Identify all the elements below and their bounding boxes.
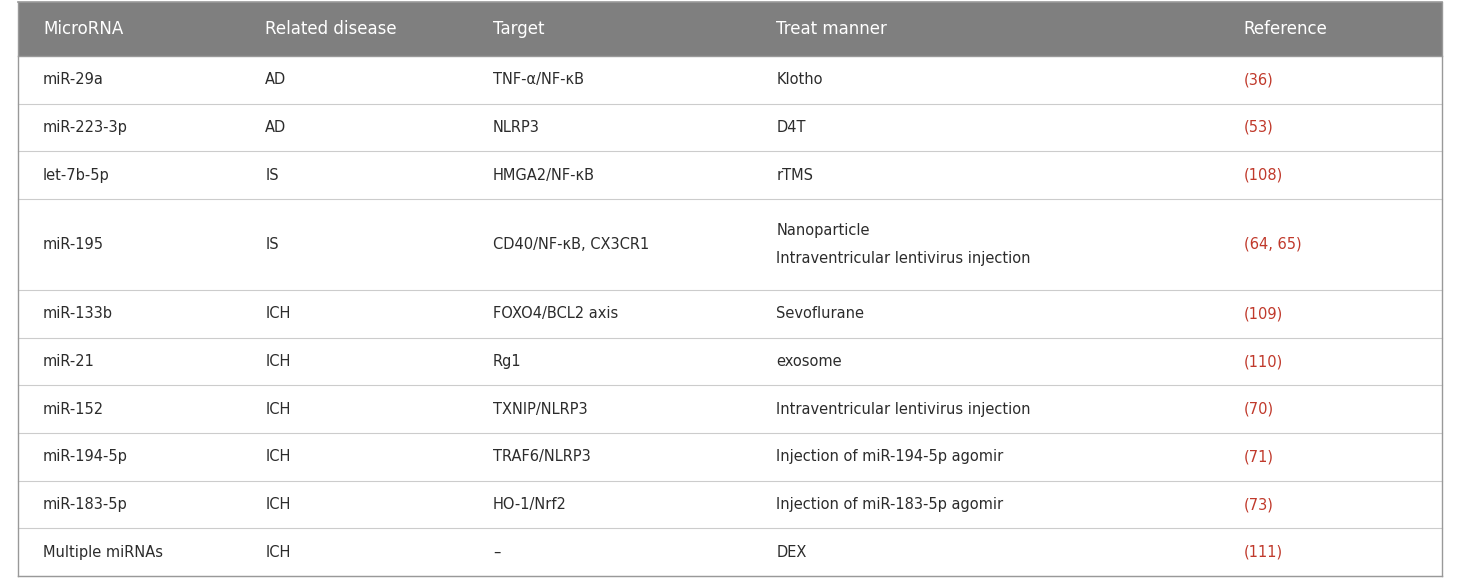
Text: –: – bbox=[493, 544, 501, 560]
Text: exosome: exosome bbox=[777, 354, 842, 369]
Bar bbox=[18, 386, 1442, 433]
Text: miR-29a: miR-29a bbox=[44, 72, 104, 87]
Text: DEX: DEX bbox=[777, 544, 807, 560]
Text: Injection of miR-194-5p agomir: Injection of miR-194-5p agomir bbox=[777, 449, 1003, 464]
Text: ICH: ICH bbox=[266, 306, 291, 321]
Text: Klotho: Klotho bbox=[777, 72, 823, 87]
Text: NLRP3: NLRP3 bbox=[493, 120, 540, 135]
Text: AD: AD bbox=[266, 120, 286, 135]
Text: FOXO4/BCL2 axis: FOXO4/BCL2 axis bbox=[493, 306, 619, 321]
Text: let-7b-5p: let-7b-5p bbox=[44, 168, 110, 183]
Text: ICH: ICH bbox=[266, 544, 291, 560]
Text: ICH: ICH bbox=[266, 497, 291, 512]
Text: TRAF6/NLRP3: TRAF6/NLRP3 bbox=[493, 449, 591, 464]
Text: (71): (71) bbox=[1244, 449, 1273, 464]
Text: (110): (110) bbox=[1244, 354, 1283, 369]
Text: (111): (111) bbox=[1244, 544, 1283, 560]
Text: (70): (70) bbox=[1244, 402, 1273, 417]
Text: Treat manner: Treat manner bbox=[777, 20, 888, 38]
Text: (108): (108) bbox=[1244, 168, 1283, 183]
Text: miR-195: miR-195 bbox=[44, 237, 104, 252]
Bar bbox=[18, 481, 1442, 528]
Text: TXNIP/NLRP3: TXNIP/NLRP3 bbox=[493, 402, 588, 417]
Text: AD: AD bbox=[266, 72, 286, 87]
Text: rTMS: rTMS bbox=[777, 168, 813, 183]
Text: TNF-α/NF-κB: TNF-α/NF-κB bbox=[493, 72, 584, 87]
Text: D4T: D4T bbox=[777, 120, 806, 135]
Text: HO-1/Nrf2: HO-1/Nrf2 bbox=[493, 497, 566, 512]
Bar bbox=[18, 56, 1442, 103]
Text: (109): (109) bbox=[1244, 306, 1283, 321]
Text: Nanoparticle: Nanoparticle bbox=[777, 223, 870, 238]
Text: miR-223-3p: miR-223-3p bbox=[44, 120, 128, 135]
Text: Rg1: Rg1 bbox=[493, 354, 521, 369]
Bar bbox=[18, 433, 1442, 481]
Text: miR-194-5p: miR-194-5p bbox=[44, 449, 128, 464]
Text: CD40/NF-κB, CX3CR1: CD40/NF-κB, CX3CR1 bbox=[493, 237, 650, 252]
Text: (73): (73) bbox=[1244, 497, 1273, 512]
Text: IS: IS bbox=[266, 237, 279, 252]
Text: Reference: Reference bbox=[1244, 20, 1327, 38]
Text: Related disease: Related disease bbox=[266, 20, 397, 38]
Text: miR-21: miR-21 bbox=[44, 354, 95, 369]
Bar bbox=[18, 338, 1442, 386]
Text: ICH: ICH bbox=[266, 354, 291, 369]
Text: Intraventricular lentivirus injection: Intraventricular lentivirus injection bbox=[777, 251, 1031, 266]
Text: miR-183-5p: miR-183-5p bbox=[44, 497, 128, 512]
Text: miR-152: miR-152 bbox=[44, 402, 104, 417]
Text: (36): (36) bbox=[1244, 72, 1273, 87]
Text: (53): (53) bbox=[1244, 120, 1273, 135]
Text: Sevoflurane: Sevoflurane bbox=[777, 306, 864, 321]
Bar bbox=[18, 199, 1442, 290]
Text: Target: Target bbox=[493, 20, 545, 38]
Text: HMGA2/NF-κB: HMGA2/NF-κB bbox=[493, 168, 596, 183]
Text: ICH: ICH bbox=[266, 449, 291, 464]
Text: miR-133b: miR-133b bbox=[44, 306, 112, 321]
Text: IS: IS bbox=[266, 168, 279, 183]
Text: (64, 65): (64, 65) bbox=[1244, 237, 1301, 252]
Bar bbox=[18, 528, 1442, 576]
Bar bbox=[18, 290, 1442, 338]
Text: Intraventricular lentivirus injection: Intraventricular lentivirus injection bbox=[777, 402, 1031, 417]
Bar bbox=[18, 103, 1442, 151]
Bar bbox=[18, 151, 1442, 199]
Text: Injection of miR-183-5p agomir: Injection of miR-183-5p agomir bbox=[777, 497, 1003, 512]
Text: ICH: ICH bbox=[266, 402, 291, 417]
Bar bbox=[18, 2, 1442, 56]
Text: Multiple miRNAs: Multiple miRNAs bbox=[44, 544, 164, 560]
Text: MicroRNA: MicroRNA bbox=[44, 20, 123, 38]
